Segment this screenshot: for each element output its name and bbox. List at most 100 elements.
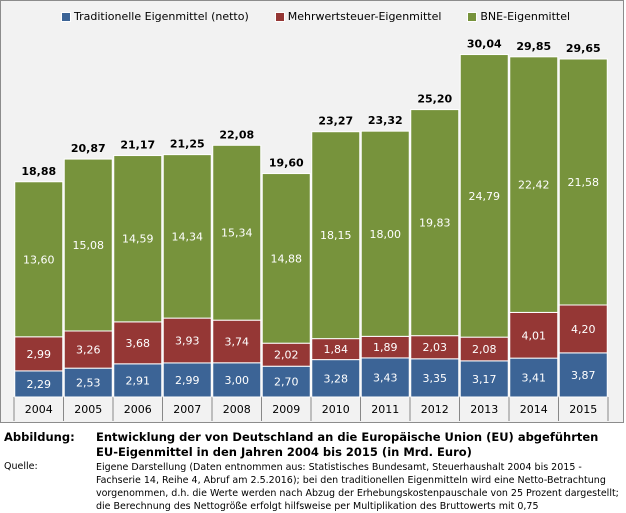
bar-segment: [360, 130, 410, 337]
bar-segment: [360, 357, 410, 398]
x-tick-label: 2014: [520, 403, 548, 416]
bar-segment: [311, 131, 361, 340]
total-label: 30,04: [467, 38, 502, 51]
bar-segment: [113, 363, 163, 398]
source-label: Quelle:: [4, 461, 38, 472]
x-tick-label: 2011: [371, 403, 399, 416]
legend-item-traditionelle: Traditionelle Eigenmittel (netto): [61, 10, 249, 23]
data-label: 2,03: [423, 341, 448, 354]
bar-segment: [558, 58, 608, 306]
source-text: Eigene Darstellung (Daten entnommen aus:…: [96, 462, 619, 512]
bar-segment: [459, 360, 509, 398]
data-label: 3,28: [324, 372, 349, 385]
data-label: 2,70: [274, 376, 299, 389]
legend-item-bne: BNE-Eigenmittel: [467, 10, 570, 23]
total-label: 25,20: [417, 93, 452, 106]
data-label: 15,08: [73, 239, 105, 252]
data-label: 3,41: [522, 372, 547, 385]
bar-segment: [410, 358, 460, 398]
data-label: 14,88: [271, 252, 303, 265]
data-label: 14,34: [172, 230, 204, 243]
x-tick-label: 2005: [74, 403, 102, 416]
bar-segment: [261, 365, 311, 398]
data-label: 18,15: [320, 229, 352, 242]
data-label: 18,00: [370, 228, 402, 241]
bar-chart: 2,29 2,99 13,60 18,88 2004 2,53 3,26 15,08 20,87…: [13, 38, 609, 421]
data-label: 3,68: [126, 337, 151, 350]
data-label: 3,87: [571, 369, 596, 382]
legend-label: Traditionelle Eigenmittel (netto): [74, 10, 249, 23]
legend-item-mwst: Mehrwertsteuer-Eigenmittel: [274, 10, 442, 23]
data-label: 3,26: [76, 344, 101, 357]
data-label: 2,99: [175, 374, 200, 387]
legend-swatch: [274, 11, 285, 22]
bar-segment: [558, 304, 608, 354]
total-label: 19,60: [269, 157, 304, 170]
data-label: 2,99: [27, 348, 52, 361]
total-label: 20,87: [71, 142, 106, 155]
bar-segment: [162, 154, 212, 319]
data-label: 1,89: [373, 341, 398, 354]
bar-segment: [162, 317, 212, 364]
bar-segment: [63, 330, 113, 369]
legend-swatch: [467, 11, 478, 22]
data-label: 22,42: [518, 179, 550, 192]
bar-segment: [14, 181, 64, 338]
data-label: 14,59: [122, 233, 154, 246]
bar-segment: [162, 362, 212, 398]
data-label: 19,83: [419, 217, 451, 230]
data-label: 15,34: [221, 227, 253, 240]
x-tick-label: 2004: [25, 403, 53, 416]
bar-segment: [212, 144, 262, 321]
total-label: 22,08: [219, 128, 254, 141]
data-label: 2,08: [472, 343, 497, 356]
total-label: 23,32: [368, 114, 403, 127]
bar-segment: [14, 370, 64, 398]
data-label: 3,35: [423, 372, 448, 385]
data-label: 3,17: [472, 373, 497, 386]
data-label: 1,84: [324, 343, 349, 356]
legend-label: Mehrwertsteuer-Eigenmittel: [287, 10, 442, 23]
total-label: 29,85: [516, 40, 551, 53]
x-tick-label: 2006: [124, 403, 152, 416]
data-label: 4,20: [571, 323, 596, 336]
data-label: 2,53: [76, 377, 101, 390]
x-tick-label: 2008: [223, 403, 251, 416]
total-label: 23,27: [318, 115, 353, 128]
caption-title: Entwicklung der von Deutschland an die E…: [96, 430, 599, 459]
legend-label: BNE-Eigenmittel: [480, 10, 571, 23]
data-label: 3,00: [225, 374, 250, 387]
total-label: 18,88: [21, 165, 56, 178]
figure-caption: Abbildung: Entwicklung der von Deutschla…: [4, 430, 624, 513]
legend-swatch: [61, 11, 71, 22]
bar-segment: [212, 362, 262, 398]
bar-segment: [63, 367, 113, 398]
x-tick-label: 2015: [569, 403, 597, 416]
bar-segment: [311, 359, 361, 398]
data-label: 2,91: [126, 374, 151, 387]
bar-segment: [509, 357, 559, 398]
total-label: 21,25: [170, 138, 205, 151]
chart-area: Traditionelle Eigenmittel (netto) Mehrwe…: [0, 0, 624, 423]
bar-segment: [410, 109, 460, 337]
total-label: 21,17: [120, 139, 155, 152]
x-tick-label: 2007: [173, 403, 201, 416]
bar-segment: [212, 319, 262, 364]
x-tick-label: 2009: [272, 403, 300, 416]
bar-segment: [459, 54, 509, 338]
data-label: 4,01: [522, 329, 547, 342]
x-tick-label: 2010: [322, 403, 350, 416]
bar-segment: [63, 158, 113, 332]
data-label: 3,43: [373, 371, 398, 384]
bar-segment: [509, 311, 559, 359]
total-label: 29,65: [566, 42, 601, 55]
data-label: 24,79: [469, 190, 501, 203]
legend: Traditionelle Eigenmittel (netto) Mehrwe…: [61, 10, 570, 23]
data-label: 3,74: [225, 335, 250, 348]
bar-segment: [113, 155, 163, 323]
data-label: 2,02: [274, 349, 299, 362]
bar-segment: [509, 56, 559, 313]
data-label: 2,29: [27, 378, 52, 391]
data-label: 21,58: [568, 176, 600, 189]
data-label: 13,60: [23, 253, 55, 266]
